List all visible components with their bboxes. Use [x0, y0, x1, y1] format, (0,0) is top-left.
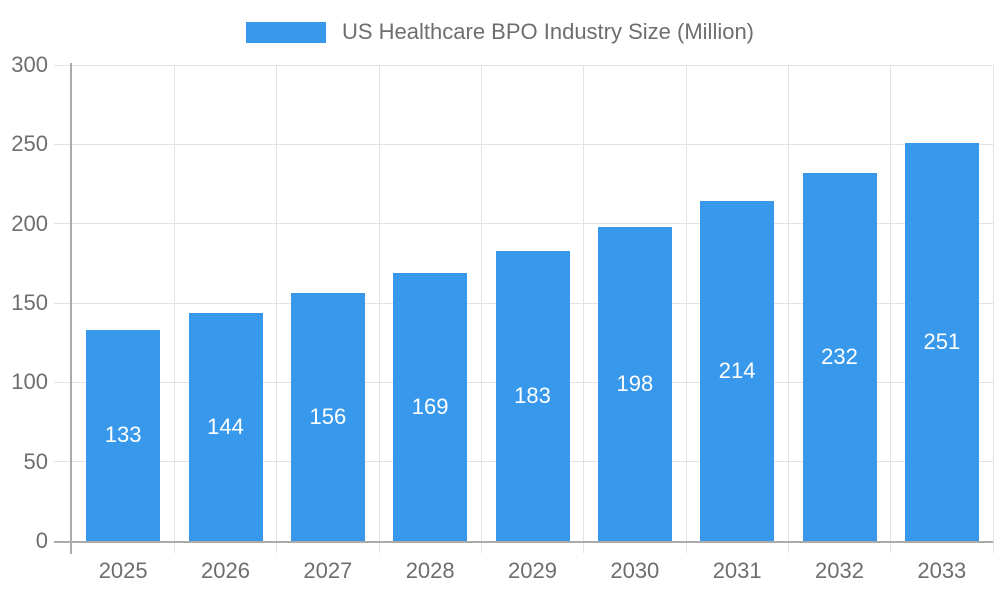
y-tick — [54, 223, 72, 225]
bar-value-label: 183 — [514, 382, 551, 408]
bar-value-label: 232 — [821, 343, 858, 369]
x-gridline — [992, 65, 994, 541]
x-tick — [480, 541, 482, 553]
bar[interactable] — [597, 226, 672, 541]
legend-item[interactable]: US Healthcare BPO Industry Size (Million… — [0, 19, 1000, 45]
x-gridline — [685, 65, 687, 541]
y-tick — [54, 381, 72, 383]
y-gridline — [72, 143, 993, 145]
bar[interactable] — [188, 312, 263, 541]
bar[interactable] — [393, 272, 468, 541]
bar-value-label: 144 — [207, 413, 244, 439]
y-gridline — [72, 64, 993, 66]
x-tick-label: 2025 — [98, 558, 148, 583]
bar-value-label: 251 — [923, 328, 961, 354]
x-gridline — [276, 65, 278, 541]
x-tick — [276, 541, 278, 553]
x-tick-label: 2031 — [712, 558, 762, 583]
y-tick-label: 200 — [11, 210, 48, 236]
y-tick-label: 300 — [11, 52, 48, 77]
x-tick — [173, 541, 175, 553]
bar-value-label: 198 — [616, 370, 654, 396]
x-gridline — [787, 65, 789, 541]
y-tick — [54, 461, 72, 463]
bar[interactable] — [495, 250, 570, 541]
y-tick — [54, 143, 72, 145]
x-gridline — [378, 65, 380, 541]
y-tick — [54, 302, 72, 304]
bar[interactable] — [86, 329, 161, 541]
x-gridline — [173, 65, 175, 541]
x-tick-label: 2027 — [303, 558, 353, 583]
x-tick — [583, 541, 585, 553]
y-tick-label: 50 — [23, 448, 48, 474]
x-tick — [378, 541, 380, 553]
y-tick-label: 250 — [11, 131, 48, 157]
x-tick-label: 2030 — [610, 558, 660, 583]
bar-value-label: 169 — [411, 393, 449, 419]
y-tick-label: 100 — [11, 369, 48, 395]
x-tick — [992, 541, 994, 553]
y-tick-label: 0 — [35, 528, 48, 553]
x-tick-label: 2029 — [508, 558, 557, 583]
bar[interactable] — [904, 142, 979, 541]
y-tick-label: 150 — [11, 290, 48, 315]
bar-value-label: 214 — [718, 358, 756, 384]
x-gridline — [890, 65, 892, 541]
y-gridline — [72, 223, 993, 225]
x-tick-label: 2026 — [201, 558, 250, 583]
bar[interactable] — [802, 172, 877, 541]
legend-label: US Healthcare BPO Industry Size (Million… — [341, 19, 755, 44]
x-tick — [787, 541, 789, 553]
x-tick-label: 2028 — [405, 558, 455, 583]
x-tick-label: 2033 — [917, 558, 967, 583]
x-tick — [685, 541, 687, 553]
bar-value-label: 133 — [104, 422, 142, 448]
x-tick — [890, 541, 892, 553]
bar-value-label: 156 — [309, 404, 347, 430]
x-gridline — [480, 65, 482, 541]
x-tick-label: 2032 — [815, 558, 864, 583]
x-axis-line — [54, 541, 993, 543]
bar[interactable] — [290, 293, 365, 541]
bar[interactable] — [700, 201, 775, 541]
x-gridline — [583, 65, 585, 541]
legend-swatch — [245, 21, 326, 43]
y-tick — [54, 64, 72, 66]
y-axis-line — [70, 63, 72, 554]
